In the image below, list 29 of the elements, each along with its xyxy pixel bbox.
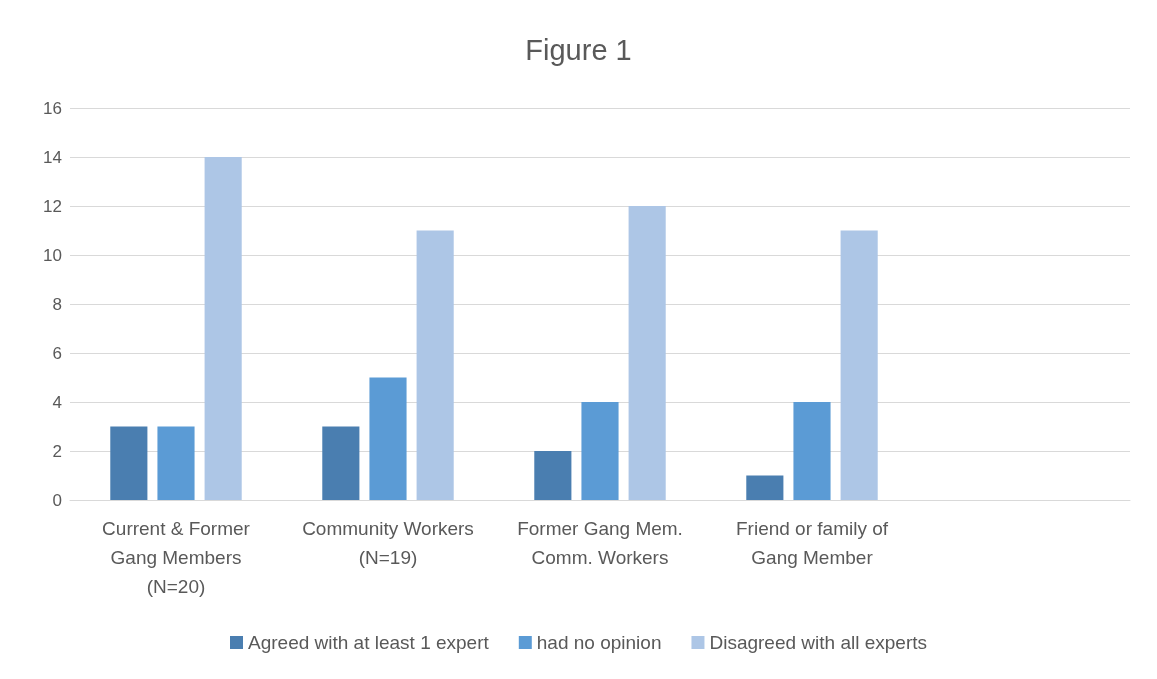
bar: [581, 402, 619, 500]
y-tick-label: 0: [52, 490, 62, 510]
legend-label: Agreed with at least 1 expert: [247, 632, 490, 653]
bar: [840, 230, 878, 500]
bar: [204, 157, 242, 500]
bar: [628, 206, 666, 500]
bar: [534, 451, 572, 500]
legend-label: Disagreed with all experts: [709, 632, 928, 653]
bar: [416, 230, 454, 500]
bar: [793, 402, 831, 500]
y-tick-label: 14: [43, 147, 62, 167]
y-tick-label: 16: [43, 98, 62, 118]
x-tick-label: Friend or family of Gang Member: [735, 518, 889, 568]
y-tick-label: 6: [52, 343, 62, 363]
y-tick-label: 2: [52, 441, 62, 461]
y-tick-label: 8: [52, 294, 62, 314]
x-tick-label: Community Workers (N=19): [302, 518, 474, 568]
bar: [110, 426, 148, 500]
bar: [746, 475, 784, 500]
y-tick-label: 12: [43, 196, 62, 216]
chart-title: Figure 1: [525, 33, 632, 66]
legend-label: had no opinion: [536, 632, 662, 653]
y-tick-label: 10: [43, 245, 62, 265]
y-tick-label: 4: [52, 392, 62, 412]
x-tick-label: Former Gang Mem. Comm. Workers: [517, 518, 683, 568]
bar: [369, 377, 407, 500]
x-tick-label: Current & Former Gang Members (N=20): [102, 518, 251, 597]
bar: [322, 426, 360, 500]
bar: [157, 426, 195, 500]
